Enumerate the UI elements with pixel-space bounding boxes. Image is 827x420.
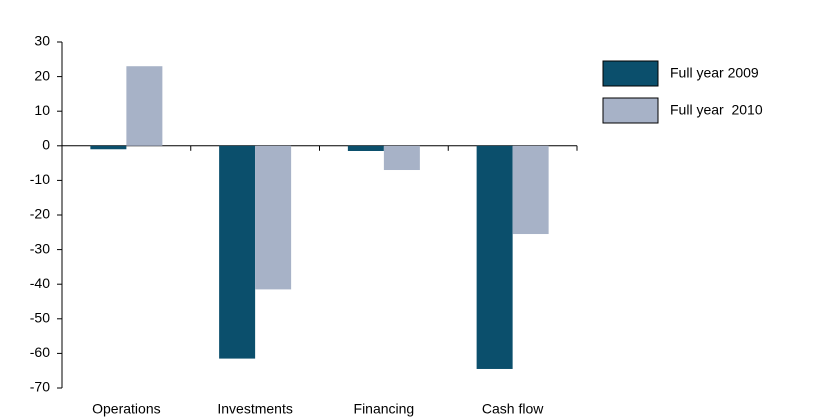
bar (255, 145, 292, 290)
x-tick-label: Financing (354, 401, 415, 417)
y-tick-label: -20 (30, 206, 50, 222)
bar (383, 145, 420, 171)
bar (219, 145, 256, 359)
legend-label: Full year 2009 (670, 65, 759, 81)
y-tick-label: -50 (30, 310, 50, 326)
bar (90, 145, 127, 150)
bar (126, 66, 163, 146)
y-tick-label: 20 (34, 67, 50, 83)
y-tick-label: -40 (30, 275, 50, 291)
x-tick-label: Cash flow (482, 401, 544, 417)
legend-label: Full year 2010 (670, 102, 763, 118)
legend-swatch (602, 97, 659, 124)
x-tick-label: Investments (217, 401, 292, 417)
y-tick-label: 0 (42, 137, 50, 153)
bar (512, 145, 549, 235)
legend-swatch (602, 60, 659, 87)
x-tick-label: Operations (92, 401, 160, 417)
y-tick-label: 30 (34, 33, 50, 49)
y-tick-label: -10 (30, 171, 50, 187)
y-tick-label: 10 (34, 102, 50, 118)
y-tick-label: -60 (30, 344, 50, 360)
y-tick-label: -70 (30, 379, 50, 395)
bar (476, 145, 513, 369)
bar (347, 145, 384, 151)
y-tick-label: -30 (30, 240, 50, 256)
